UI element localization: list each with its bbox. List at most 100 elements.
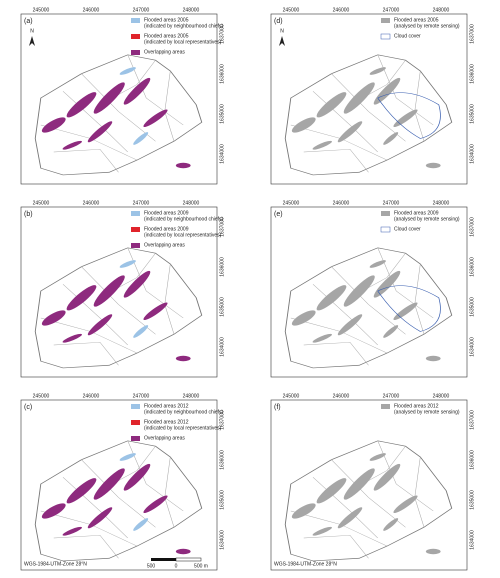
y-coordinate-label: 1637000 [469,24,475,44]
legend-text: Flooded areas 2009 [144,210,189,216]
y-coordinate-label: 1634000 [219,530,225,550]
flooded-area [119,260,136,268]
y-coordinate-label: 1636000 [219,64,225,84]
flooded-area [393,302,418,321]
legend-text: (analysed by remote sensing) [394,409,460,415]
flooded-area [383,132,399,145]
flooded-area [93,468,125,500]
flooded-area [316,478,347,504]
flooded-area [373,270,401,298]
flooded-area [316,285,347,311]
legend-swatch [381,404,390,409]
legend-text: Flooded areas 2012 [144,419,189,425]
x-coordinate-label: 245000 [283,7,300,13]
district-outline [34,440,203,562]
flooded-area [87,507,113,529]
legend-swatch [131,18,140,23]
scale-label: 500 [147,563,156,569]
legend-text: (analysed by remote sensing) [394,216,460,222]
x-coordinate-label: 246000 [333,200,350,206]
legend-text: (indicated by neighbourhood chiefs) [144,23,224,29]
legend-text: Flooded areas 2012 [144,403,189,409]
flooded-area [393,495,418,514]
y-coordinate-label: 1636000 [219,450,225,470]
legend-text: Overlapping areas [144,435,185,441]
legend-text: Overlapping areas [144,242,185,248]
map-panel: 245000 246000 247000 248000 1637000 1636000 16… [20,200,225,378]
flooded-area [343,275,375,307]
map-frame [20,399,218,571]
x-coordinate-label: 246000 [83,200,100,206]
flooded-area [143,302,168,321]
x-coordinate-label: 248000 [183,200,200,206]
district-boundary [81,73,156,142]
map-frame [270,399,468,571]
projection-label: WGS-1984-UTM-Zone 28°N [274,561,337,567]
x-coordinate-label: 248000 [433,7,450,13]
north-label: N [280,28,284,34]
north-arrow [29,36,35,46]
flooded-area [337,507,363,529]
district-outline [34,247,203,369]
legend-swatch [131,34,140,39]
legend-text: (indicated by neighbourhood chiefs) [144,216,224,222]
y-coordinate-label: 1634000 [469,530,475,550]
district-boundary [331,266,406,335]
flooded-area [312,140,332,150]
district-boundary [62,284,128,346]
flooded-area [343,468,375,500]
flooded-area [343,82,375,114]
flooded-area [123,270,151,298]
x-coordinate-label: 247000 [133,393,150,399]
flooded-area [425,355,441,362]
y-coordinate-label: 1637000 [219,24,225,44]
y-coordinate-label: 1635000 [469,490,475,510]
district-outline [34,54,203,176]
flooded-area [66,285,97,311]
flooded-area [87,121,113,143]
district-outline [284,247,453,369]
legend-text: Flooded areas 2009 [394,210,439,216]
panel-label: (b) [24,211,33,218]
legend-text: Cloud cover [394,226,421,232]
legend-swatch [381,18,390,23]
flooded-area [175,162,191,169]
flooded-area [369,260,386,268]
north-label: N [30,28,34,34]
y-coordinate-label: 1636000 [469,257,475,277]
map-panel: 245000 246000 247000 248000 1637000 1636000 16… [270,393,475,571]
y-coordinate-label: 1635000 [219,104,225,124]
legend-swatch [131,436,140,441]
panel-label: (a) [24,18,33,25]
scale-label: 500 m [194,563,208,569]
flooded-area [41,310,66,326]
flooded-area [316,92,347,118]
map-frame [20,13,218,185]
x-coordinate-label: 247000 [383,200,400,206]
flooded-area [62,333,82,343]
flooded-area [123,77,151,105]
y-coordinate-label: 1637000 [469,410,475,430]
x-coordinate-label: 246000 [333,7,350,13]
flooded-area [93,275,125,307]
district-boundary [303,342,369,366]
x-coordinate-label: 245000 [283,393,300,399]
flooded-area [66,478,97,504]
map-area [34,247,203,369]
legend-swatch [131,227,140,232]
panel-label: (d) [274,18,283,25]
district-boundary [312,284,378,346]
flooded-area [291,503,316,519]
map-area [284,247,453,369]
flooded-area [383,518,399,531]
flooded-area [41,503,66,519]
flooded-area [312,333,332,343]
map-frame [20,206,218,378]
map-panel: 245000 246000 247000 248000 1637000 1636000 16… [20,7,225,185]
map-frame [270,206,468,378]
legend-swatch [131,243,140,248]
flooded-area [373,77,401,105]
flooded-area [291,117,316,133]
flooded-area [119,67,136,75]
north-arrow [279,36,285,46]
